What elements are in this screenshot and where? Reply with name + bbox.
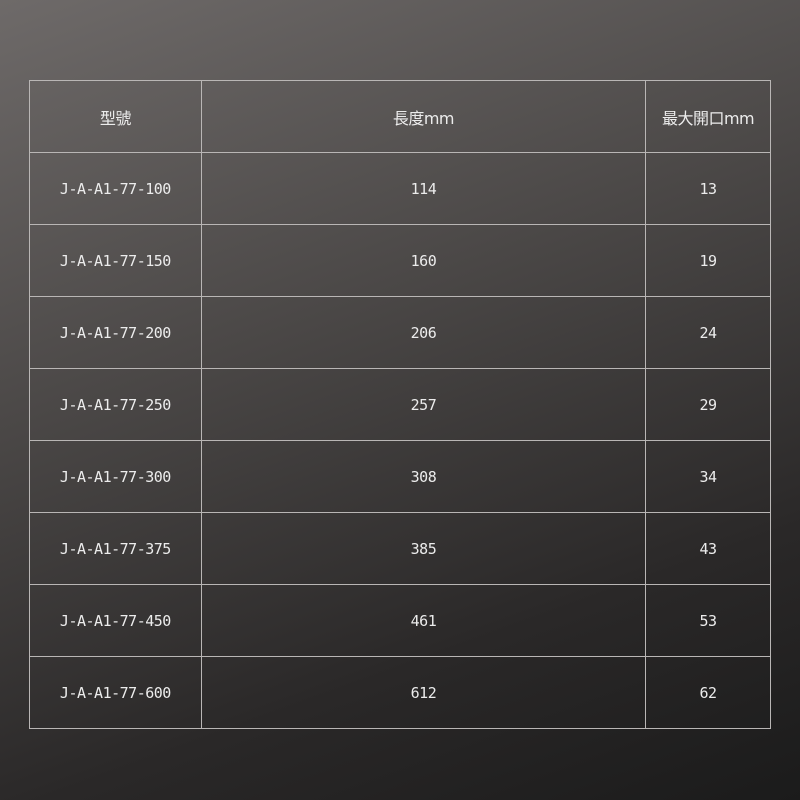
cell-length: 257: [200, 368, 647, 441]
cell-model: J-A-A1-77-150: [29, 224, 202, 297]
cell-length: 308: [200, 440, 647, 513]
cell-model: J-A-A1-77-450: [29, 584, 202, 657]
table-row: J-A-A1-77-150 160 19: [29, 224, 771, 297]
table-row: J-A-A1-77-100 114 13: [29, 152, 771, 225]
cell-model: J-A-A1-77-300: [29, 440, 202, 513]
header-row: 型號 長度mm 最大開口mm: [29, 80, 771, 153]
cell-length: 612: [200, 656, 647, 729]
header-length: 長度mm: [200, 80, 647, 153]
cell-length: 160: [200, 224, 647, 297]
cell-model: J-A-A1-77-375: [29, 512, 202, 585]
table-row: J-A-A1-77-375 385 43: [29, 512, 771, 585]
cell-length: 385: [200, 512, 647, 585]
header-max-opening: 最大開口mm: [645, 80, 771, 153]
cell-max-opening: 34: [645, 440, 771, 513]
cell-max-opening: 43: [645, 512, 771, 585]
table-row: J-A-A1-77-300 308 34: [29, 440, 771, 513]
header-model: 型號: [29, 80, 202, 153]
cell-model: J-A-A1-77-600: [29, 656, 202, 729]
table-row: J-A-A1-77-250 257 29: [29, 368, 771, 441]
spec-table: 型號 長度mm 最大開口mm J-A-A1-77-100 114 13 J-A-A1-…: [29, 80, 771, 729]
cell-max-opening: 24: [645, 296, 771, 369]
table-row: J-A-A1-77-200 206 24: [29, 296, 771, 369]
cell-model: J-A-A1-77-200: [29, 296, 202, 369]
cell-model: J-A-A1-77-250: [29, 368, 202, 441]
cell-max-opening: 19: [645, 224, 771, 297]
cell-length: 461: [200, 584, 647, 657]
cell-length: 114: [200, 152, 647, 225]
cell-max-opening: 53: [645, 584, 771, 657]
cell-max-opening: 13: [645, 152, 771, 225]
table-row: J-A-A1-77-600 612 62: [29, 656, 771, 729]
cell-length: 206: [200, 296, 647, 369]
cell-max-opening: 29: [645, 368, 771, 441]
table-row: J-A-A1-77-450 461 53: [29, 584, 771, 657]
cell-max-opening: 62: [645, 656, 771, 729]
cell-model: J-A-A1-77-100: [29, 152, 202, 225]
